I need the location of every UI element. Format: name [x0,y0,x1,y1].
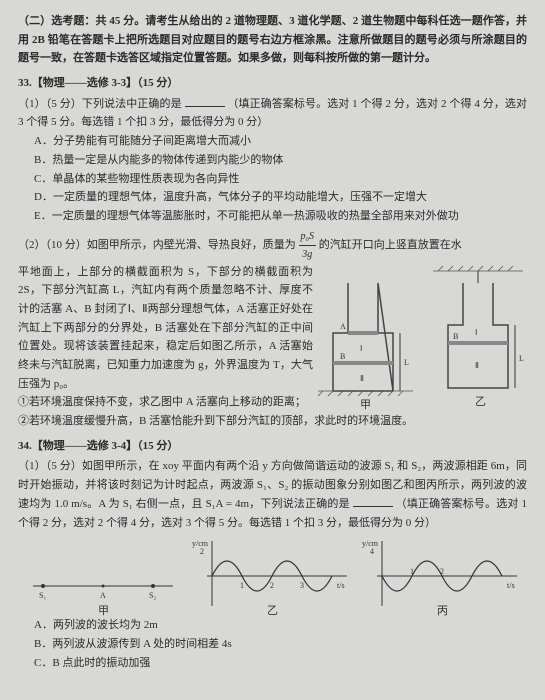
q33-body-text: 平地面上，上部分的横截面积为 S，下部分的横截面积为 2S，下部分汽缸高 L，汽… [18,263,313,413]
question-33: 33.【物理——选修 3-3】（15 分） （1）（5 分）下列说法中正确的是 … [18,74,527,431]
label-I-yi: Ⅰ [475,328,477,337]
section-header: （二）选考题：共 45 分。请考生从给出的 2 道物理题、3 道化学题、2 道生… [18,12,527,68]
q33-p2-intro: （2）（10 分）如图甲所示，内壁光滑、导热良好，质量为 [18,239,296,251]
label-II-yi: Ⅱ [475,361,479,370]
t2-bing: 2 [440,567,444,576]
t3-yi: 3 [300,581,304,590]
caption-yi: 乙 [475,395,486,408]
q33-part2-intro: （2）（10 分）如图甲所示，内壁光滑、导热良好，质量为 p₀S 3g 的汽缸开… [18,228,527,263]
figure-jia: A B Ⅰ Ⅱ L 甲 [318,283,413,411]
q33-body-with-figures: 平地面上，上部分的横截面积为 S，下部分的横截面积为 2S，下部分汽缸高 L，汽… [18,263,527,413]
label-b-yi: B [453,332,458,341]
q33-opt-a: A．分子势能有可能随分子间距离增大而减小 [34,132,527,151]
caption-jia-34: 甲 [98,605,109,616]
q33-p2-q1: ①若环境温度保持不变，求乙图中 A 活塞向上移动的距离； [18,393,313,412]
label-s2: S₂ [149,591,156,600]
q33-p2-tail: 的汽缸开口向上竖直放置在水 [319,239,462,251]
q34-p1-blank [353,495,393,507]
q33-title: 33.【物理——选修 3-3】（15 分） [18,74,527,93]
q33-part1: （1）（5 分）下列说法中正确的是 （填正确答案标号。选对 1 个得 2 分，选… [18,95,527,132]
figure-bing-34: y/cm t/s 4 1 2 丙 [362,536,522,616]
q33-p2-q2: ②若环境温度缓慢升高，B 活塞恰能升到下部分汽缸的顶部，求此时的环境温度。 [18,412,527,431]
piston-a-jia [348,331,378,335]
q34-opt-c: C．B 点此时的振动加强 [34,654,527,673]
caption-jia: 甲 [360,399,371,411]
xlabel-yi: t/s [337,581,345,590]
t1-bing: 1 [410,567,414,576]
caption-bing-34: 丙 [437,605,448,616]
q34-p1: （1）（5 分）如图甲所示，在 xoy 平面内有两个沿 y 方向做简谐运动的波源… [18,457,527,532]
figure-yi-34: y/cm t/s 2 1 2 3 乙 [192,536,352,616]
label-a: A [100,591,106,600]
q33-figures: A B Ⅰ Ⅱ L 甲 B [318,263,528,413]
q34-opt-a: A．两列波的波长均为 2m [34,616,527,635]
label-I-jia: Ⅰ [360,344,362,353]
piston-b-jia [333,361,393,365]
piston-b-yi [448,341,508,345]
label-s1: S₁ [39,591,46,600]
figure-jia-34: S₁ A S₂ 甲 [23,536,183,616]
caption-yi-34: 乙 [267,604,278,616]
frac-top: p₀S [299,228,316,246]
label-II-jia: Ⅱ [360,374,364,383]
q34-graphs: S₁ A S₂ 甲 y/cm t/s 2 1 2 3 乙 y/cm t/s 4 … [18,536,527,616]
q34-title: 34.【物理——选修 3-4】（15 分） [18,437,527,456]
label-a-jia: A [340,322,346,331]
q33-p1-intro: （1）（5 分）下列说法中正确的是 [18,98,182,110]
label-b-jia: B [340,352,345,361]
xlabel-bing: t/s [507,581,515,590]
q33-opt-c: C．单晶体的某些物理性质表现为各向异性 [34,170,527,189]
label-L-jia: L [404,358,409,367]
figure-yi: B Ⅰ Ⅱ L 乙 [433,266,524,408]
q33-opt-e: E．一定质量的理想气体等温膨胀时，不可能把从单一热源吸收的热量全部用来对外做功 [34,207,527,226]
q33-p2-body: 平地面上，上部分的横截面积为 S，下部分的横截面积为 2S，下部分汽缸高 L，汽… [18,263,313,394]
q33-opt-d: D．一定质量的理想气体，温度升高，气体分子的平均动能增大，压强不一定增大 [34,188,527,207]
t2-yi: 2 [270,581,274,590]
q33-opt-b: B．热量一定是从内能多的物体传递到内能少的物体 [34,151,527,170]
amp-yi: 2 [200,547,204,556]
q33-p1-blank [185,95,225,107]
cylinder-diagrams: A B Ⅰ Ⅱ L 甲 B [318,263,528,413]
t1-yi: 1 [240,581,244,590]
label-L-yi: L [519,354,524,363]
q34-opt-b: B．两列波从波源传到 A 处的时间相差 4s [34,635,527,654]
question-34: 34.【物理——选修 3-4】（15 分） （1）（5 分）如图甲所示，在 xo… [18,437,527,673]
q33-fraction: p₀S 3g [299,228,316,263]
frac-bot: 3g [299,246,316,263]
amp-bing: 4 [370,547,374,556]
